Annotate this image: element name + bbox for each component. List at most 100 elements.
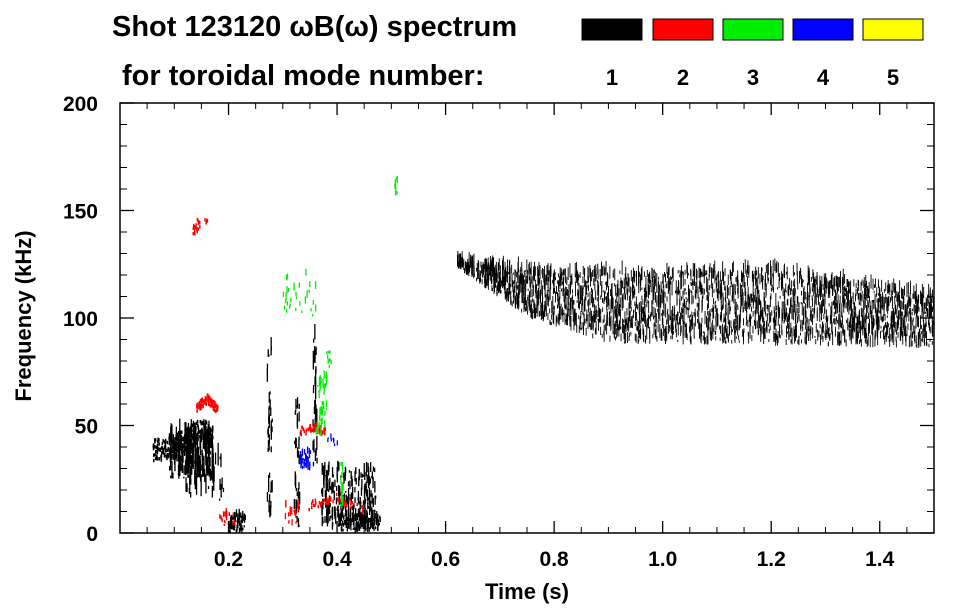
- mode-2-mark: [203, 398, 205, 403]
- band-mark: [709, 330, 711, 341]
- n1-vert-1: [266, 337, 273, 518]
- band-mark: [600, 326, 602, 335]
- band-mark: [918, 307, 920, 312]
- band-mark: [916, 344, 918, 348]
- mode-1-mark: [355, 518, 357, 526]
- mode-1-mark: [161, 451, 163, 455]
- mode-1-mark: [183, 434, 186, 452]
- mode-3-mark: [314, 281, 317, 289]
- band-mark: [831, 316, 832, 323]
- band-mark: [846, 283, 848, 287]
- mode-1-mark: [334, 515, 337, 519]
- band-mark: [715, 331, 717, 335]
- band-mark: [777, 301, 779, 312]
- mode-1-mark: [347, 516, 349, 524]
- band-mark: [484, 280, 486, 288]
- mode-4-mark: [308, 462, 311, 469]
- band-mark: [803, 286, 805, 291]
- band-mark: [815, 278, 817, 285]
- band-mark: [909, 308, 911, 315]
- band-mark: [901, 329, 903, 337]
- band-mark: [606, 320, 608, 335]
- band-mark: [479, 270, 481, 284]
- band-mark: [774, 333, 776, 337]
- band-mark: [643, 328, 644, 342]
- band-mark: [753, 292, 754, 305]
- mode-1-mark: [195, 473, 198, 495]
- band-mark: [623, 323, 624, 334]
- band-mark: [661, 317, 663, 325]
- band-mark: [507, 259, 508, 271]
- band-mark: [548, 270, 550, 278]
- mode-1-mark: [178, 431, 180, 450]
- mode-2-mark: [225, 511, 227, 518]
- band-mark: [634, 301, 636, 306]
- broadband-band: [457, 250, 934, 348]
- band-mark: [683, 288, 685, 295]
- mode-1-mark: [229, 517, 232, 520]
- band-mark: [864, 315, 866, 322]
- band-mark: [509, 286, 511, 295]
- band-mark: [738, 335, 740, 341]
- band-mark: [912, 293, 914, 299]
- band-mark: [667, 272, 669, 278]
- band-mark: [812, 269, 814, 280]
- band-mark: [776, 311, 778, 317]
- band-mark: [860, 321, 862, 331]
- band-mark: [829, 279, 831, 289]
- band-mark: [499, 265, 501, 276]
- band-mark: [793, 326, 795, 336]
- band-mark: [722, 323, 723, 334]
- band-mark: [876, 287, 878, 295]
- band-mark: [473, 268, 475, 279]
- mode-1-mark: [312, 350, 314, 370]
- mode-1-mark: [294, 471, 296, 486]
- band-mark: [748, 294, 750, 308]
- band-mark: [857, 293, 859, 300]
- mode-1-mark: [194, 469, 196, 485]
- band-mark: [883, 302, 885, 308]
- mode-1-mark: [340, 475, 342, 478]
- band-mark: [562, 307, 563, 316]
- mode-1-mark: [369, 519, 371, 530]
- mode-2-mark: [293, 509, 295, 513]
- band-mark: [867, 299, 869, 313]
- mode-3-mark: [318, 377, 321, 386]
- mode-3-mark: [340, 462, 342, 467]
- band-mark: [646, 291, 648, 298]
- band-mark: [613, 283, 615, 287]
- band-mark: [547, 276, 549, 289]
- mode-1-mark: [270, 500, 272, 508]
- band-mark: [637, 335, 639, 345]
- band-mark: [540, 317, 542, 320]
- mode-3-mark: [323, 401, 325, 410]
- mode-1-mark: [315, 346, 317, 355]
- band-mark: [876, 320, 878, 330]
- band-mark: [544, 265, 545, 280]
- mode-2-mark: [197, 227, 200, 231]
- band-mark: [716, 312, 718, 327]
- mode-2-mark: [305, 428, 308, 432]
- mode-1-mark: [165, 449, 167, 453]
- band-mark: [652, 277, 654, 286]
- mode-2-mark: [332, 499, 334, 504]
- band-mark: [707, 311, 709, 316]
- band-mark: [805, 292, 807, 300]
- band-mark: [668, 277, 670, 291]
- mode-1-mark: [355, 526, 357, 532]
- band-mark: [883, 334, 884, 340]
- band-mark: [666, 262, 668, 274]
- band-mark: [757, 286, 759, 294]
- band-mark: [796, 262, 798, 276]
- mode-1-mark: [173, 447, 176, 465]
- band-mark: [556, 286, 557, 294]
- band-mark: [641, 305, 643, 320]
- mode-1-mark: [158, 438, 160, 442]
- band-mark: [657, 319, 659, 333]
- band-mark: [600, 295, 602, 300]
- mode-1-mark: [321, 465, 324, 473]
- band-mark: [826, 317, 828, 329]
- band-mark: [837, 294, 839, 304]
- band-mark: [572, 294, 573, 300]
- band-mark: [681, 265, 682, 279]
